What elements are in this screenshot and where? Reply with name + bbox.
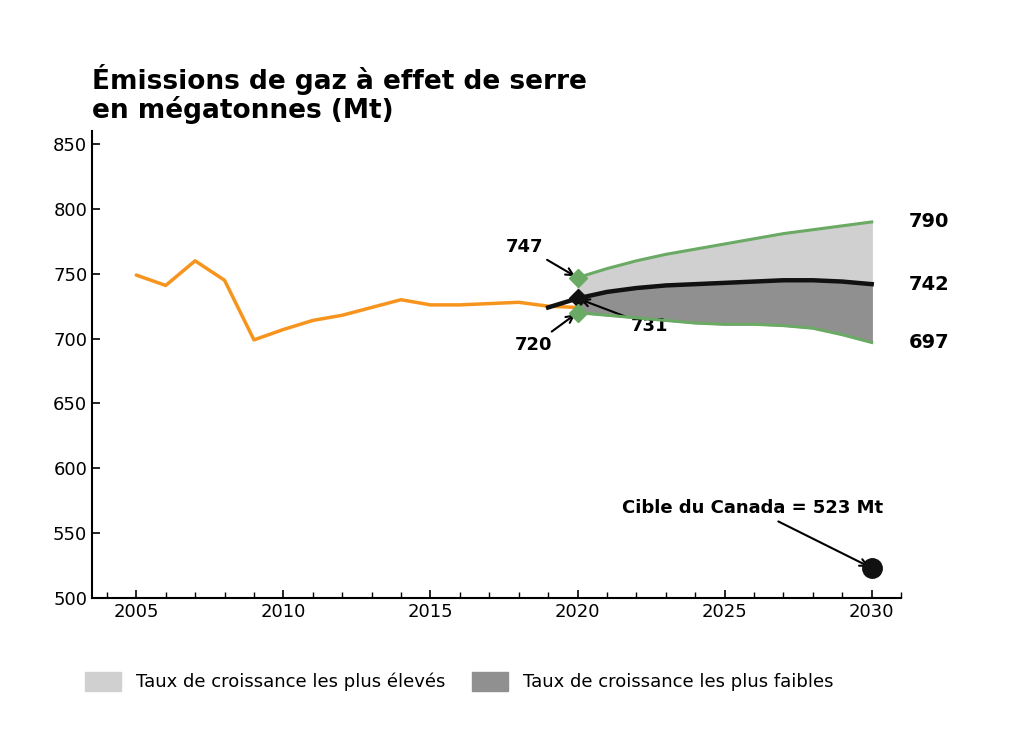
- Text: 790: 790: [909, 212, 949, 231]
- Text: 742: 742: [909, 275, 950, 294]
- Text: 720: 720: [515, 316, 573, 354]
- Text: 747: 747: [506, 238, 573, 275]
- Legend: Taux de croissance les plus élevés, Taux de croissance les plus faibles: Taux de croissance les plus élevés, Taux…: [85, 672, 834, 691]
- Text: Émissions de gaz à effet de serre: Émissions de gaz à effet de serre: [92, 63, 587, 95]
- Text: 731: 731: [583, 300, 668, 335]
- Text: Cible du Canada = 523 Mt: Cible du Canada = 523 Mt: [622, 499, 883, 566]
- Text: 697: 697: [909, 333, 950, 352]
- Text: en mégatonnes (Mt): en mégatonnes (Mt): [92, 96, 394, 124]
